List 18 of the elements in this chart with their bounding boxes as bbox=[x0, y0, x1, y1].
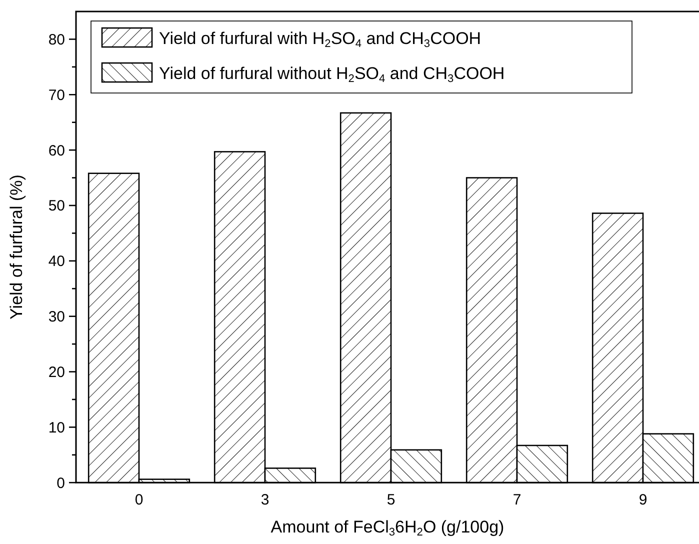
y-tick-label: 80 bbox=[48, 31, 65, 48]
legend-label: Yield of furfural without H$_{2}$SO$_{4}$ and CH$_{3}$COOH bbox=[159, 64, 505, 86]
x-tick-label: 0 bbox=[134, 492, 144, 509]
y-tick-label: 50 bbox=[48, 198, 65, 215]
y-axis-title: Yield of furfural (%) bbox=[7, 174, 26, 320]
y-tick-label: 70 bbox=[48, 86, 65, 104]
x-tick-label: 3 bbox=[260, 492, 270, 509]
x-axis-title: Amount of FeCl$_{3}$6H$_{2}$O (g/100g) bbox=[270, 518, 504, 539]
y-tick-label: 40 bbox=[48, 253, 65, 270]
y-tick-label: 30 bbox=[48, 308, 65, 326]
y-tick-label: 60 bbox=[48, 142, 65, 160]
x-tick-label: 9 bbox=[638, 492, 648, 509]
x-tick-label: 5 bbox=[386, 492, 396, 509]
y-tick-label: 0 bbox=[56, 474, 65, 492]
x-tick-label: 7 bbox=[512, 492, 522, 509]
y-tick-label: 10 bbox=[48, 419, 65, 436]
legend-label: Yield of furfural with H$_{2}$SO$_{4}$ and CH$_{3}$COOH bbox=[159, 29, 482, 50]
y-tick-label: 20 bbox=[48, 364, 65, 382]
